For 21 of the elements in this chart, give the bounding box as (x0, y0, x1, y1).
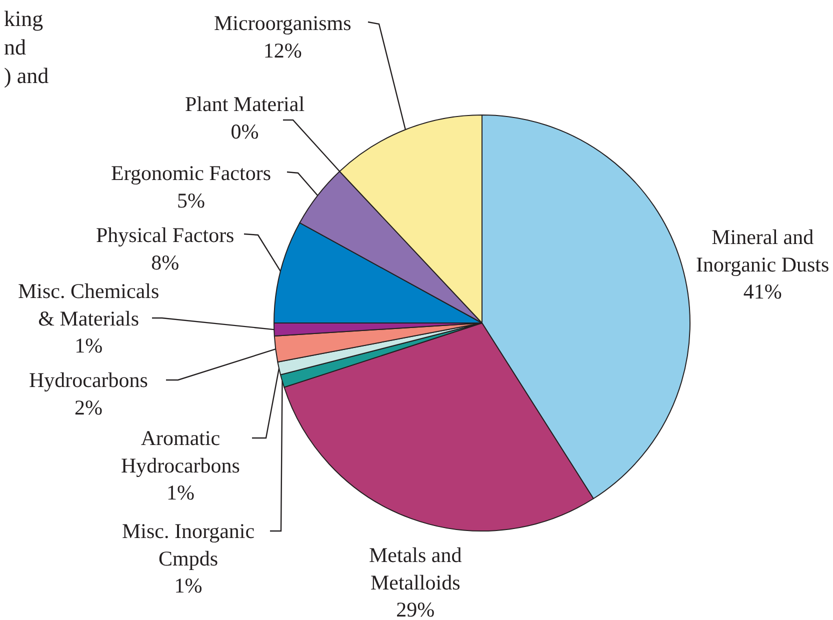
slice-label: Microorganisms (214, 11, 352, 35)
text: 0% (230, 119, 259, 144)
data-label: 1% (166, 480, 194, 505)
slice-label: Ergonomic Factors (111, 161, 272, 185)
category-label: Plant Material (185, 92, 305, 116)
slice-label: Aromatic Hydrocarbons (121, 426, 240, 478)
data-label: 1% (174, 574, 202, 598)
text: king nd ) and (4, 6, 49, 88)
data-label: 8% (151, 250, 180, 274)
slice-label: Physical Factors (96, 223, 234, 247)
data-label: 2% (74, 395, 102, 420)
data-label: 29% (396, 598, 435, 620)
data-label: 12% (263, 38, 302, 62)
data-label: 1% (74, 334, 103, 358)
slice-label: Mineral and Inorganic Dusts (696, 225, 830, 276)
data-label: 41% (743, 280, 782, 304)
slice-label: Misc. Inorganic Cmpds (122, 519, 255, 570)
slice-label: Hydrocarbons (29, 368, 148, 392)
slice-label: Misc. Chemicals & Materials (18, 279, 160, 330)
data-label: 5% (177, 188, 206, 212)
slice-label: Metals and Metalloids (369, 543, 462, 594)
